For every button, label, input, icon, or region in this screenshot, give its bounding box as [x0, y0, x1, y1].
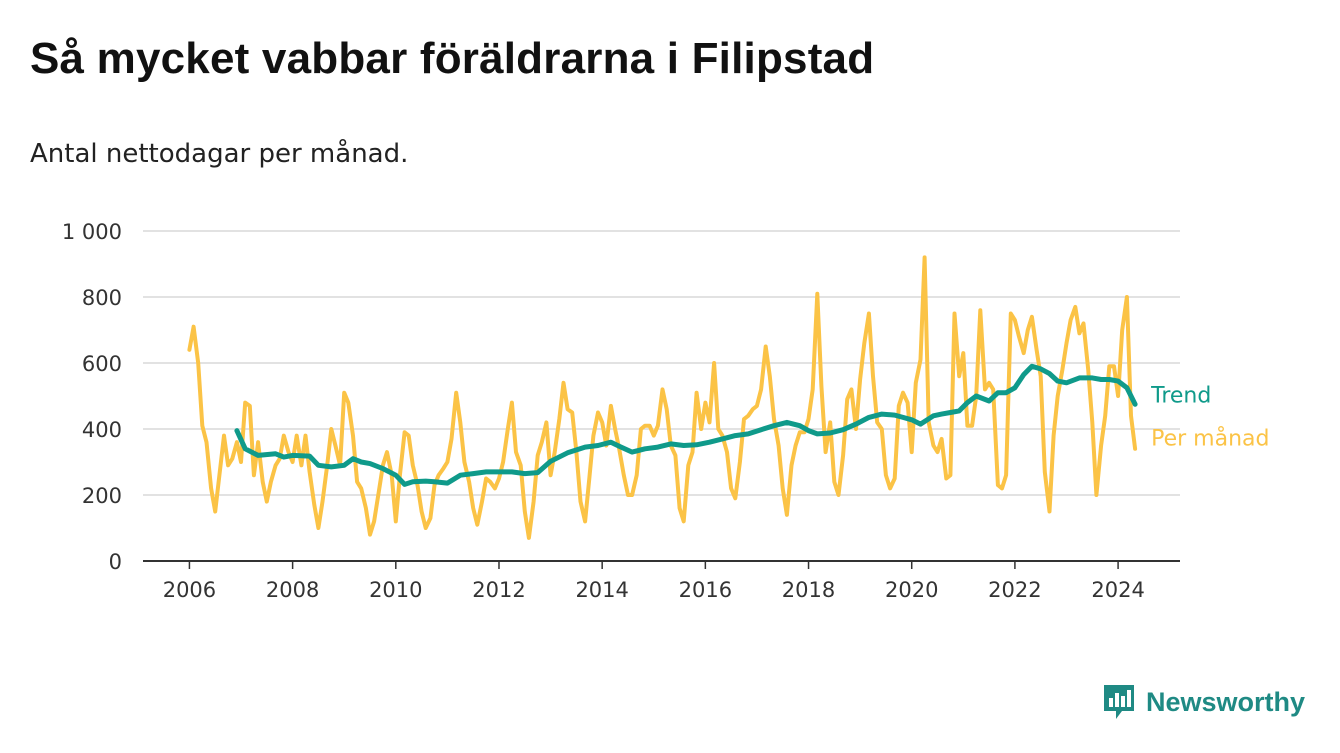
- y-tick-label: 0: [109, 550, 122, 574]
- x-tick-label: 2020: [885, 578, 938, 602]
- chart-subtitle: Antal nettodagar per månad.: [30, 139, 409, 169]
- series-label-trend: Trend: [1150, 383, 1211, 408]
- x-tick-label: 2022: [988, 578, 1041, 602]
- x-tick-label: 2006: [163, 578, 216, 602]
- y-tick-label: 1 000: [62, 220, 122, 244]
- x-tick-label: 2010: [369, 578, 422, 602]
- y-tick-label: 800: [82, 286, 122, 310]
- y-axis: 0 200 400 600 800 1 000: [62, 220, 122, 574]
- newsworthy-logo-icon: [1104, 685, 1134, 719]
- chart-title: Så mycket vabbar föräldrarna i Filipstad: [30, 34, 875, 83]
- y-tick-label: 200: [82, 484, 122, 508]
- newsworthy-brand[interactable]: Newsworthy: [1102, 682, 1305, 722]
- x-tick-label: 2008: [266, 578, 319, 602]
- series-labels: Trend Per månad: [1150, 383, 1269, 451]
- x-tick-label: 2016: [679, 578, 732, 602]
- x-tick-label: 2014: [575, 578, 628, 602]
- x-tick-label: 2024: [1091, 578, 1144, 602]
- series-lines: [187, 255, 1138, 540]
- y-tick-label: 600: [82, 352, 122, 376]
- x-tick-label: 2018: [782, 578, 835, 602]
- series-line-trend: [234, 363, 1138, 487]
- series-line-per_month: [187, 255, 1138, 540]
- x-tick-label: 2012: [472, 578, 525, 602]
- x-axis: 2006 2008 2010 2012 2014 2016 2018 2020 2022 2024: [143, 560, 1180, 602]
- series-label-per-month: Per månad: [1151, 425, 1269, 451]
- brand-name: Newsworthy: [1146, 686, 1306, 717]
- y-tick-label: 400: [82, 418, 122, 442]
